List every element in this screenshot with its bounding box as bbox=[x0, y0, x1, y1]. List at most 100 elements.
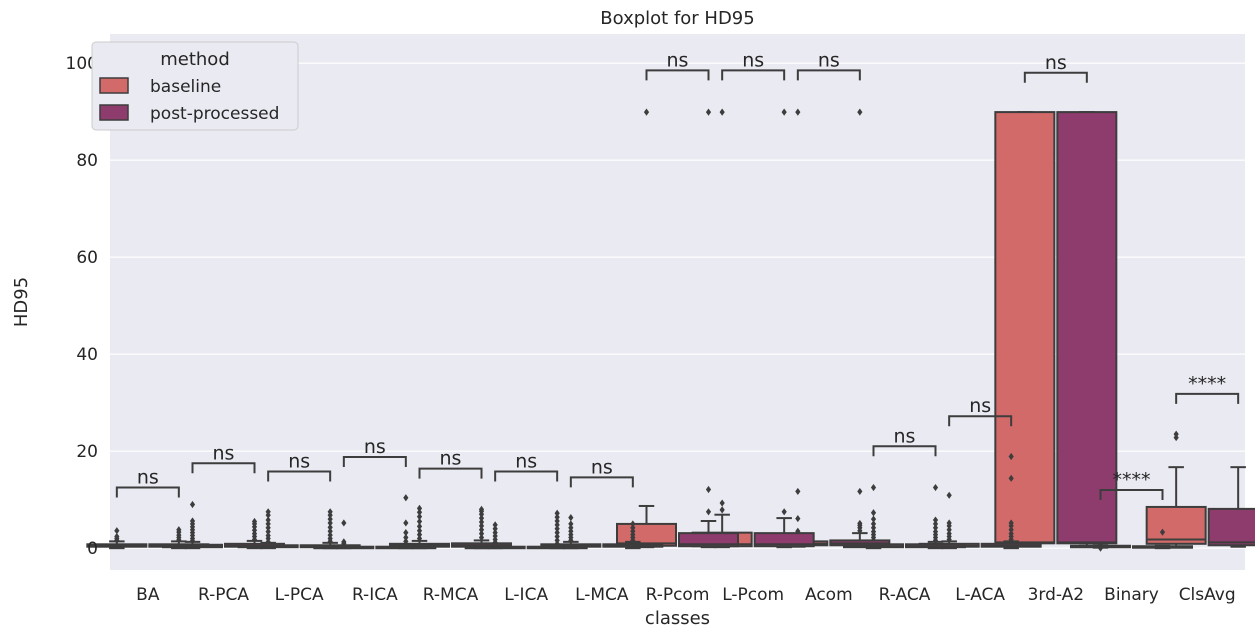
outlier-point bbox=[857, 519, 863, 528]
significance-bracket bbox=[872, 445, 937, 457]
outlier-point bbox=[719, 499, 725, 507]
outlier-point bbox=[932, 528, 939, 536]
significance-label: ns bbox=[818, 49, 840, 71]
box-group bbox=[980, 452, 1042, 550]
box-baseline bbox=[1145, 505, 1207, 545]
outlier-point bbox=[478, 514, 485, 522]
outlier-point bbox=[251, 517, 258, 526]
outlier-point bbox=[870, 520, 877, 528]
outlier-point bbox=[705, 508, 712, 516]
outlier-point bbox=[554, 536, 560, 545]
significance-bracket bbox=[115, 486, 180, 498]
x-tick-label: L-PCA bbox=[275, 585, 324, 605]
legend-frame bbox=[91, 41, 299, 131]
outlier-point bbox=[341, 538, 347, 546]
x-tick-labels: BA R-PCA L-PCA R-ICA R-MCA L-ICA L-MCA R-Pcom L-… bbox=[136, 585, 1235, 605]
outlier-point bbox=[946, 519, 952, 527]
y-tick-label: 40 bbox=[76, 345, 98, 365]
outlier-point bbox=[189, 500, 196, 509]
significance-bracket bbox=[569, 476, 634, 488]
outlier-point bbox=[705, 108, 712, 116]
x-tick-label: ClsAvg bbox=[1179, 585, 1236, 605]
significance-label: ns bbox=[288, 451, 310, 473]
outlier-point bbox=[327, 523, 333, 531]
y-tick-label: 0 bbox=[87, 539, 98, 559]
outlier-point bbox=[946, 491, 952, 499]
significance-bracket bbox=[948, 415, 1013, 427]
legend-swatch-baseline bbox=[99, 77, 129, 94]
outlier-point bbox=[416, 534, 423, 543]
outlier-point bbox=[870, 515, 877, 523]
outlier-point bbox=[416, 508, 423, 516]
outlier-point bbox=[403, 533, 409, 542]
outlier-point bbox=[492, 529, 498, 537]
outlier-point bbox=[795, 108, 801, 116]
outlier-point bbox=[416, 527, 423, 535]
x-tick-label: BA bbox=[136, 585, 160, 605]
box-group bbox=[224, 517, 285, 550]
outlier-point bbox=[630, 520, 636, 528]
outlier-point bbox=[719, 108, 725, 116]
outlier-point bbox=[554, 532, 560, 541]
outlier-point bbox=[327, 515, 333, 523]
box-group bbox=[451, 505, 512, 550]
box-group bbox=[994, 111, 1056, 547]
outlier-point bbox=[568, 514, 574, 522]
outlier-point bbox=[176, 526, 182, 534]
grid-lines bbox=[110, 62, 1245, 549]
outlier-point bbox=[478, 526, 485, 534]
outlier-point bbox=[1008, 526, 1014, 534]
significance-label: **** bbox=[1113, 469, 1151, 491]
outlier-point bbox=[795, 487, 801, 496]
box-group bbox=[299, 508, 361, 550]
x-tick-label: R-ACA bbox=[879, 585, 931, 605]
box-group bbox=[1056, 111, 1118, 547]
x-tick-label: R-Pcom bbox=[646, 585, 710, 605]
outlier-point bbox=[781, 508, 787, 516]
box-group bbox=[148, 526, 210, 550]
outlier-point bbox=[327, 531, 333, 539]
outlier-point bbox=[492, 521, 498, 529]
legend-label-baseline: baseline bbox=[150, 77, 221, 97]
significance-label: ns bbox=[515, 451, 537, 473]
box-group bbox=[375, 494, 437, 550]
outlier-point bbox=[1173, 430, 1179, 438]
outlier-point bbox=[416, 530, 423, 539]
box-post-processed bbox=[1207, 507, 1255, 547]
box-group bbox=[602, 520, 664, 550]
x-tick-label: L-MCA bbox=[575, 585, 629, 605]
outlier-point bbox=[403, 537, 409, 545]
significance-bracket bbox=[721, 69, 786, 81]
y-tick-label: 20 bbox=[76, 442, 98, 462]
x-tick-label: R-ICA bbox=[352, 585, 398, 605]
box-post-processed bbox=[1056, 111, 1118, 545]
outlier-point bbox=[857, 108, 863, 116]
legend: method baseline post-processed bbox=[91, 41, 299, 131]
outlier-point bbox=[189, 517, 196, 525]
outlier-point bbox=[341, 519, 347, 527]
box-group bbox=[829, 108, 891, 548]
significance-bracket bbox=[1175, 392, 1240, 404]
outlier-point bbox=[478, 505, 485, 513]
box-post-processed bbox=[753, 532, 815, 548]
significance-bracket bbox=[494, 470, 559, 482]
outlier-point bbox=[554, 529, 560, 537]
outlier-point bbox=[416, 517, 423, 526]
boxes-layer bbox=[86, 108, 1255, 552]
outlier-point bbox=[643, 108, 650, 116]
box-group bbox=[678, 108, 739, 549]
legend-swatch-post-processed bbox=[99, 104, 129, 121]
outlier-point bbox=[416, 513, 423, 521]
outlier-point bbox=[568, 524, 574, 532]
outlier-point bbox=[265, 508, 271, 516]
significance-label: **** bbox=[1188, 373, 1226, 395]
outlier-point bbox=[568, 520, 574, 528]
significance-bracket bbox=[342, 455, 407, 467]
outlier-point bbox=[265, 528, 271, 536]
significance-bracket bbox=[191, 462, 256, 474]
outlier-point bbox=[932, 520, 939, 528]
y-tick-label: 100 bbox=[66, 54, 98, 74]
outlier-point bbox=[946, 526, 952, 534]
outlier-point bbox=[1008, 452, 1014, 461]
significance-label: ns bbox=[1045, 52, 1067, 74]
